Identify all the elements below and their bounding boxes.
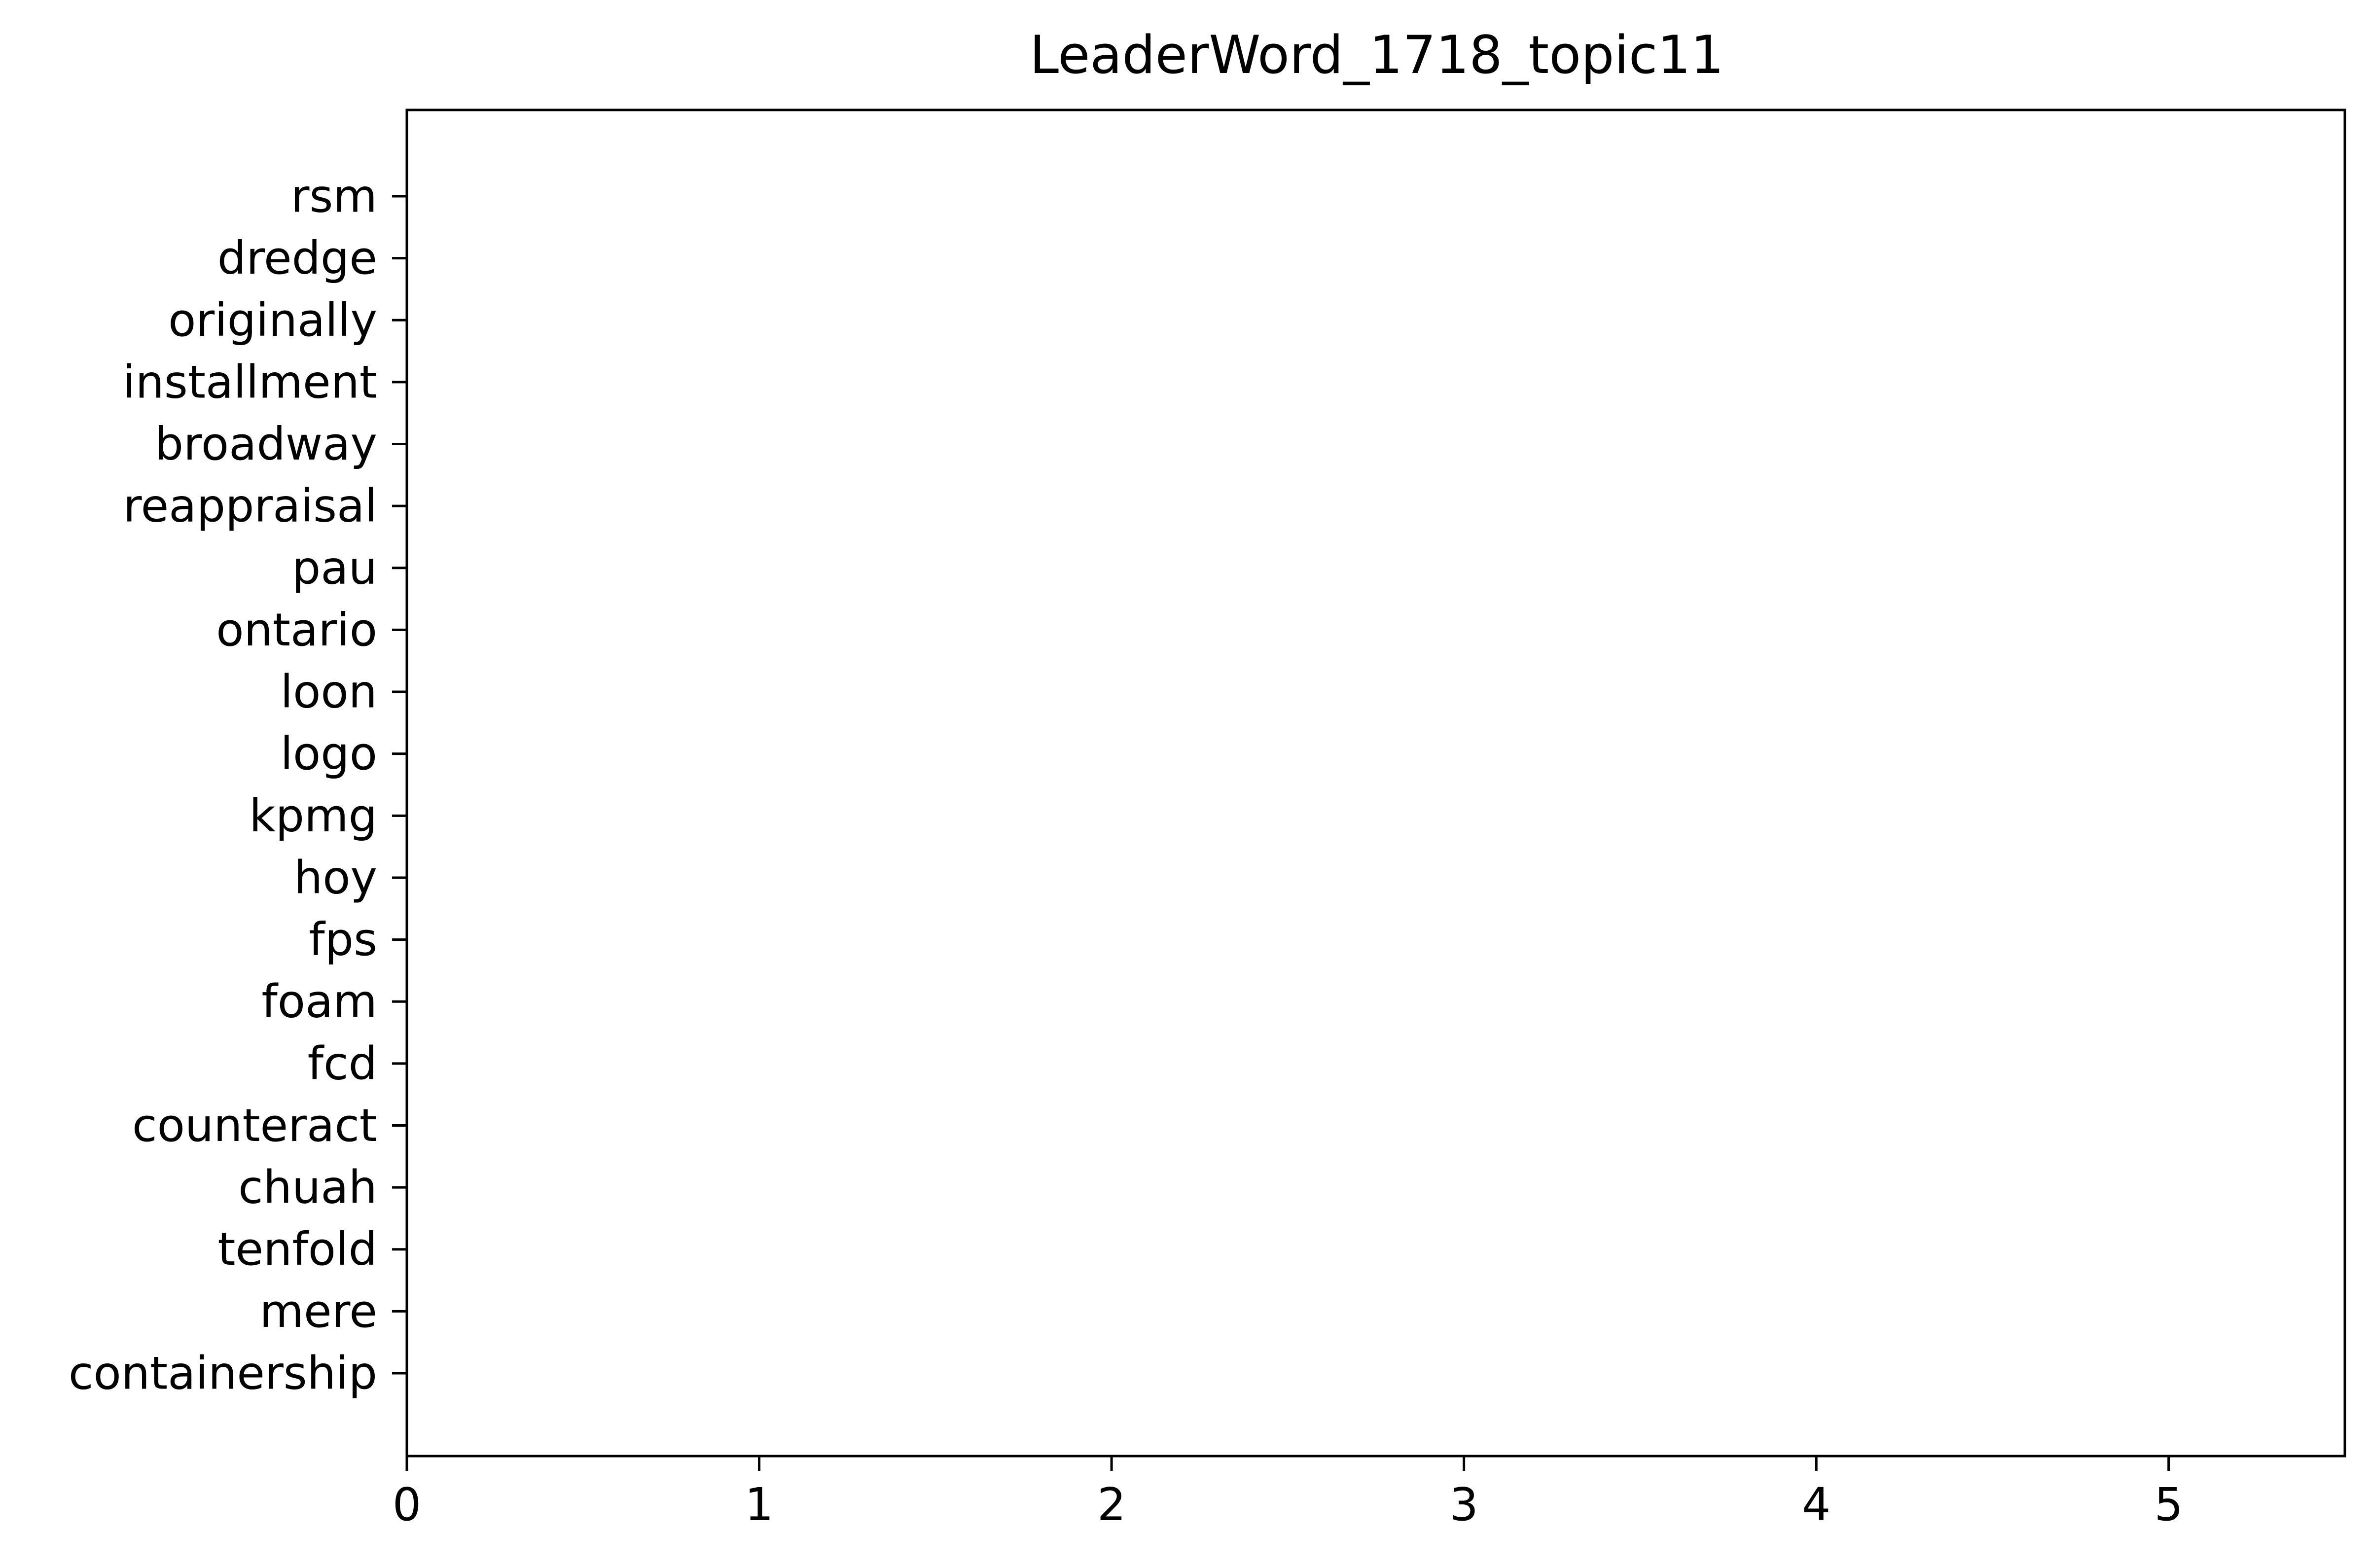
y-tick-label: ontario bbox=[216, 604, 377, 656]
y-tick-label: hoy bbox=[294, 851, 377, 904]
y-tick-label: loon bbox=[281, 666, 377, 718]
y-tick-label: tenfold bbox=[217, 1223, 377, 1276]
y-tick-label: containership bbox=[69, 1347, 377, 1400]
y-tick-label: logo bbox=[280, 727, 377, 780]
y-tick-label: installment bbox=[123, 356, 377, 408]
y-tick-label: pau bbox=[292, 541, 377, 594]
chart-title: LeaderWord_1718_topic11 bbox=[1030, 25, 1724, 85]
y-tick-label: chuah bbox=[238, 1161, 377, 1214]
x-tick-label: 2 bbox=[1097, 1478, 1126, 1531]
y-tick-label: fps bbox=[309, 913, 377, 966]
y-tick-label: originally bbox=[168, 294, 377, 347]
y-tick-label: broadway bbox=[155, 418, 377, 470]
x-tick-label: 1 bbox=[745, 1478, 774, 1531]
y-tick-label: dredge bbox=[217, 232, 377, 285]
x-tick-label: 4 bbox=[1802, 1478, 1831, 1531]
x-tick-label: 5 bbox=[2154, 1478, 2183, 1531]
x-axis: 0 1 2 3 4 5 bbox=[393, 1456, 2183, 1531]
y-tick-label: counteract bbox=[132, 1099, 377, 1152]
x-tick-label: 3 bbox=[1449, 1478, 1478, 1531]
plot-frame bbox=[405, 108, 2346, 1458]
y-tick-label: fcd bbox=[308, 1037, 377, 1090]
y-axis: rsm dredge originally installment broadway re… bbox=[69, 170, 407, 1400]
y-tick-label: foam bbox=[261, 975, 377, 1028]
y-tick-label: mere bbox=[259, 1285, 377, 1338]
y-tick-label: reappraisal bbox=[123, 480, 377, 533]
y-tick-label: rsm bbox=[291, 170, 377, 223]
x-tick-label: 0 bbox=[393, 1478, 422, 1531]
y-tick-label: kpmg bbox=[249, 789, 377, 842]
